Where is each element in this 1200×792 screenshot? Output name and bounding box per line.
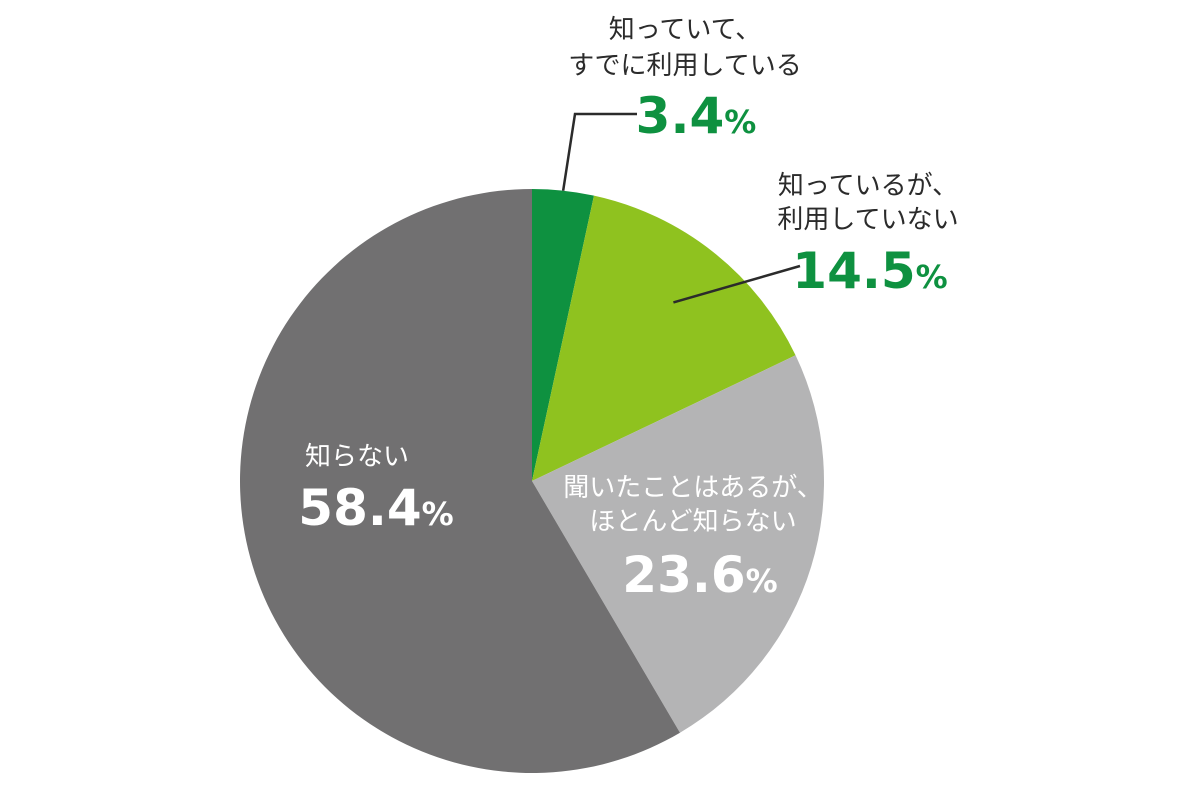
slice-value-label: 3.4% — [636, 87, 757, 145]
slice-label-line: 聞いたことはあるが、 — [563, 473, 822, 503]
percent-sign: % — [422, 495, 454, 533]
slice-label-heard-barely-know: 聞いたことはあるが、 ほとんど知らない 23.6% — [563, 473, 822, 604]
slice-label-line: 知っていて、 — [609, 15, 762, 45]
slice-label-known-using: 知っていて、 すでに利用している 3.4% — [568, 15, 801, 145]
slice-value-label: 58.4% — [298, 479, 453, 537]
percent-sign: % — [916, 258, 948, 296]
slice-label-line: 知っているが、 — [778, 171, 958, 201]
slice-known-not-using — [532, 195, 796, 482]
slice-heard-barely-know — [532, 355, 824, 733]
slice-label-line: ほとんど知らない — [589, 507, 796, 537]
slice-value-number: 14.5 — [792, 242, 915, 300]
percent-sign: % — [724, 103, 756, 141]
leader-line-known-using — [561, 112, 637, 191]
slice-label-line: すでに利用している — [568, 51, 801, 81]
slice-label-dont-know: 知らない 58.4% — [298, 442, 453, 537]
slice-dont-know — [240, 188, 680, 773]
slice-value-number: 23.6 — [622, 546, 745, 604]
leader-line-known-not-using — [673, 264, 801, 304]
slice-value-number: 3.4 — [636, 87, 725, 145]
pie-slices — [240, 188, 824, 773]
slice-label-line: 利用していない — [777, 205, 958, 235]
slice-value-label: 14.5% — [792, 242, 947, 300]
slice-label-line: 知らない — [305, 442, 409, 472]
slice-label-known-not-using: 知っているが、 利用していない 14.5% — [777, 171, 958, 300]
slice-known-using — [532, 189, 594, 481]
slice-value-number: 58.4 — [298, 479, 421, 537]
percent-sign: % — [746, 562, 778, 600]
slice-value-label: 23.6% — [622, 546, 777, 604]
leader-lines — [561, 112, 801, 304]
